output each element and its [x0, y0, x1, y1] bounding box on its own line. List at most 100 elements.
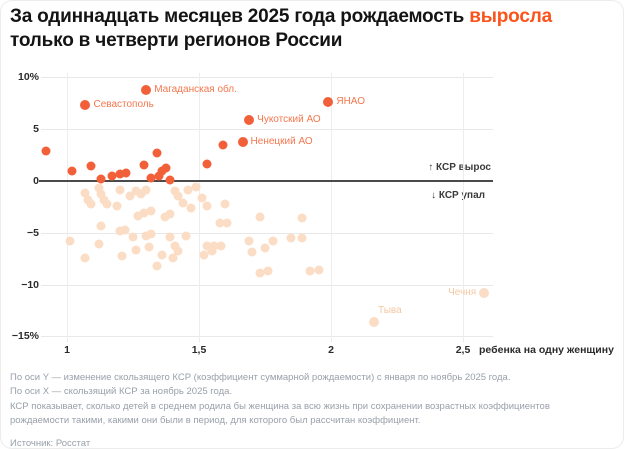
data-point — [115, 169, 125, 179]
data-point — [168, 253, 178, 263]
data-point — [41, 146, 51, 156]
scatter-plot: ↑ КСР вырос ↓ КСР упал 10% 5 0 −5 −10 −15% 1 1,… — [1, 63, 623, 363]
gridline-y — [41, 129, 493, 131]
data-point — [146, 206, 156, 216]
data-point — [305, 266, 315, 276]
data-point — [218, 140, 228, 150]
data-point — [161, 163, 171, 173]
data-point — [181, 231, 191, 241]
chart-title-text: За одиннадцать месяцев 2025 года рождаем… — [10, 6, 465, 27]
data-point — [115, 185, 125, 195]
data-point — [141, 84, 152, 95]
data-point — [247, 247, 257, 257]
methodology-note: КСР показывает, сколько детей в среднем … — [10, 400, 550, 426]
x-axis-unit-label: ребенка на одну женщину — [479, 344, 614, 356]
gridline-y — [41, 336, 493, 338]
data-point — [197, 193, 207, 203]
annotation-ksr-down: ↓ КСР упал — [431, 190, 485, 201]
data-point — [80, 253, 90, 263]
data-point — [67, 166, 77, 176]
x-axis-tick: 1 — [64, 344, 70, 356]
data-point — [479, 288, 490, 299]
data-point — [170, 241, 180, 251]
data-point — [128, 232, 138, 242]
data-point — [263, 266, 273, 276]
data-point — [207, 246, 217, 256]
source-note: Источник: Росстат — [10, 438, 91, 449]
data-point — [80, 100, 91, 111]
data-point — [183, 185, 193, 195]
axis-note-x: По оси X — скользящий КСР за ноябрь 2025… — [10, 386, 233, 398]
data-point — [141, 185, 151, 195]
data-point — [121, 168, 131, 178]
gridline-y — [41, 284, 493, 286]
data-point — [139, 160, 149, 170]
data-point — [141, 231, 151, 241]
data-point — [297, 233, 307, 243]
region-label: Чечня — [448, 287, 477, 299]
annotation-ksr-up: ↑ КСР вырос — [428, 162, 491, 173]
y-axis-tick: 10% — [17, 71, 39, 84]
chart-title-text-line2: только в четверти регионов России — [10, 29, 343, 51]
data-point — [96, 174, 106, 184]
gridline-x — [463, 73, 464, 342]
data-point — [131, 186, 141, 196]
data-point — [216, 241, 226, 251]
zero-line — [39, 180, 493, 182]
gridline-x — [199, 73, 200, 342]
chart-footer: По оси Y — изменение скользящего КСР (ко… — [10, 371, 590, 449]
chart-title-accent: выросла — [469, 6, 552, 27]
data-point — [115, 226, 125, 236]
data-point — [222, 218, 232, 228]
data-point — [86, 161, 96, 171]
data-point — [255, 268, 265, 278]
gridline-x — [331, 73, 332, 342]
data-point — [136, 189, 146, 199]
data-point — [120, 225, 130, 235]
y-axis-tick: 5 — [33, 123, 39, 136]
data-point — [125, 191, 135, 201]
data-point — [133, 211, 143, 221]
data-point — [202, 159, 212, 169]
data-point — [202, 201, 212, 211]
x-axis-tick: 2 — [328, 344, 334, 356]
y-axis-tick: −15% — [11, 330, 39, 343]
data-point — [146, 229, 156, 239]
data-point — [165, 232, 175, 242]
data-point — [144, 242, 154, 252]
data-point — [102, 199, 112, 209]
region-label: Магаданская обл. — [154, 83, 237, 95]
data-point — [237, 137, 248, 148]
data-point — [94, 183, 104, 193]
data-point — [199, 250, 209, 260]
data-point — [96, 221, 106, 231]
data-point — [96, 189, 106, 199]
region-label: ЯНАО — [336, 96, 366, 108]
data-point — [86, 199, 96, 209]
y-axis-tick: 0 — [33, 175, 39, 187]
chart-title: За одиннадцать месяцев 2025 года рождаем… — [10, 5, 610, 53]
data-point — [173, 246, 183, 256]
data-point — [244, 114, 255, 125]
data-point — [154, 171, 164, 181]
x-axis-tick: 2,5 — [455, 344, 471, 356]
data-point — [152, 261, 162, 271]
region-label: Севастополь — [93, 99, 154, 111]
data-point — [220, 199, 230, 209]
region-label: Чукотский АО — [257, 113, 321, 125]
data-point — [165, 175, 175, 185]
data-point — [286, 233, 296, 243]
gridline-x — [67, 73, 68, 342]
data-point — [117, 251, 127, 261]
data-point — [297, 213, 307, 223]
data-point — [165, 209, 175, 219]
data-point — [173, 191, 183, 201]
data-point — [178, 198, 188, 208]
data-point — [160, 212, 170, 222]
data-point — [260, 243, 270, 253]
data-point — [202, 241, 212, 251]
data-point — [65, 236, 75, 246]
data-point — [131, 245, 141, 255]
data-point — [186, 203, 196, 213]
